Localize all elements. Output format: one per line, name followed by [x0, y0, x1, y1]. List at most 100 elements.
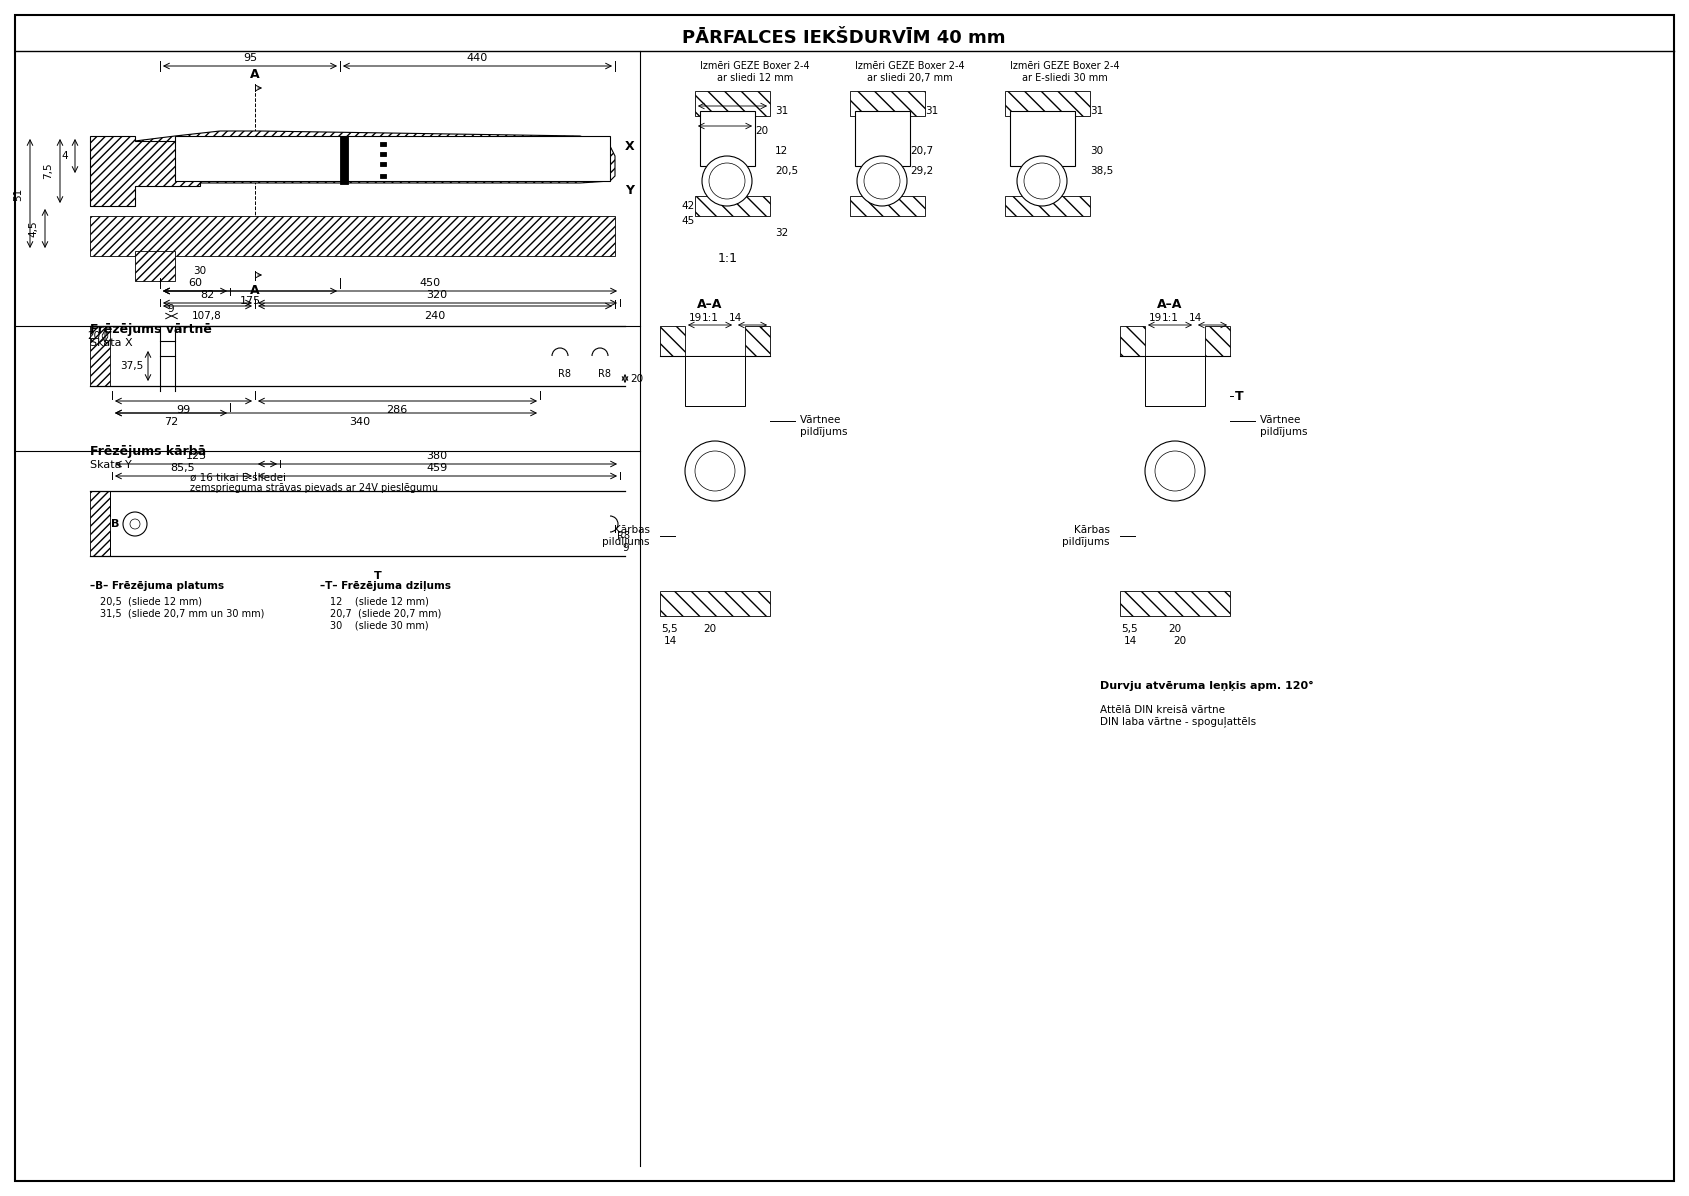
- Bar: [380, 142, 387, 146]
- Text: 30: 30: [1089, 146, 1103, 155]
- Text: 99: 99: [176, 405, 191, 415]
- Text: ar sliedi 12 mm: ar sliedi 12 mm: [716, 73, 794, 83]
- Bar: [380, 173, 387, 178]
- Text: 20: 20: [630, 374, 644, 384]
- Text: 4,5: 4,5: [29, 221, 37, 237]
- Circle shape: [686, 441, 745, 501]
- Text: 9: 9: [622, 543, 628, 553]
- Bar: [1005, 91, 1089, 116]
- Text: Vārtnee
pildījums: Vārtnee pildījums: [801, 415, 848, 437]
- Text: 459: 459: [426, 463, 448, 472]
- Polygon shape: [135, 132, 615, 183]
- Circle shape: [1024, 163, 1061, 199]
- Text: 5,5: 5,5: [1121, 624, 1138, 634]
- Circle shape: [1017, 155, 1067, 206]
- Text: B: B: [111, 519, 120, 529]
- Text: 380: 380: [426, 451, 448, 460]
- Text: T: T: [375, 570, 382, 581]
- Text: Kārbas
pildījums: Kārbas pildījums: [1062, 525, 1110, 547]
- Text: Izmēri GEZE Boxer 2-4: Izmēri GEZE Boxer 2-4: [855, 61, 964, 71]
- Polygon shape: [90, 136, 199, 206]
- Circle shape: [694, 451, 735, 492]
- Circle shape: [703, 155, 752, 206]
- Text: 32: 32: [775, 228, 789, 238]
- Text: 31: 31: [775, 106, 789, 116]
- Text: 5,5: 5,5: [662, 624, 679, 634]
- Text: 51: 51: [14, 188, 24, 201]
- Text: 42: 42: [682, 201, 694, 210]
- Text: 60: 60: [187, 277, 203, 288]
- Text: Durvju atvēruma leņķis apm. 120°: Durvju atvēruma leņķis apm. 120°: [1100, 681, 1314, 691]
- Text: 14: 14: [1123, 636, 1137, 646]
- Text: 107,8: 107,8: [193, 311, 221, 321]
- Text: 12: 12: [775, 146, 789, 155]
- Text: ar sliedi 20,7 mm: ar sliedi 20,7 mm: [866, 73, 953, 83]
- Bar: [1204, 327, 1230, 356]
- Text: 9: 9: [167, 304, 174, 315]
- Text: Frēzējums kārbā: Frēzējums kārbā: [90, 445, 206, 458]
- Circle shape: [1155, 451, 1196, 492]
- Text: A–A: A–A: [1157, 298, 1182, 311]
- Text: Izmēri GEZE Boxer 2-4: Izmēri GEZE Boxer 2-4: [701, 61, 809, 71]
- Text: 340: 340: [350, 417, 370, 427]
- Text: 286: 286: [387, 405, 407, 415]
- Bar: [699, 111, 755, 166]
- Text: R8: R8: [616, 531, 630, 541]
- Bar: [176, 136, 610, 181]
- Text: A: A: [250, 68, 260, 81]
- Circle shape: [1145, 441, 1204, 501]
- Text: 20,7  (sliede 20,7 mm): 20,7 (sliede 20,7 mm): [329, 608, 441, 618]
- Text: –B– Frēzējuma platums: –B– Frēzējuma platums: [90, 581, 225, 591]
- Text: 29,2: 29,2: [910, 166, 934, 176]
- Text: 20: 20: [755, 126, 768, 136]
- Text: R8: R8: [559, 370, 571, 379]
- Text: 82: 82: [199, 289, 215, 300]
- Text: 20,7: 20,7: [910, 146, 932, 155]
- Bar: [1120, 591, 1230, 616]
- Bar: [90, 492, 110, 556]
- Text: 30: 30: [194, 266, 206, 276]
- Text: 320: 320: [426, 289, 448, 300]
- Bar: [694, 91, 770, 116]
- Text: X: X: [625, 140, 635, 153]
- Circle shape: [709, 163, 745, 199]
- Circle shape: [123, 512, 147, 536]
- Text: 175: 175: [240, 295, 260, 306]
- Bar: [694, 196, 770, 216]
- Bar: [1005, 196, 1089, 216]
- Text: PĀRFALCES IEKŠDURVĪM 40 mm: PĀRFALCES IEKŠDURVĪM 40 mm: [682, 29, 1005, 47]
- Bar: [380, 161, 387, 166]
- Text: ø 16 tikai E-sliedei: ø 16 tikai E-sliedei: [189, 472, 285, 483]
- Bar: [1120, 327, 1145, 356]
- Bar: [380, 152, 387, 155]
- Text: 30    (sliede 30 mm): 30 (sliede 30 mm): [329, 620, 429, 630]
- Text: 95: 95: [243, 53, 257, 63]
- Bar: [850, 91, 926, 116]
- Text: Attēlā DIN kreisā vārtne
DIN laba vārtne - spoguļattēls: Attēlā DIN kreisā vārtne DIN laba vārtne…: [1100, 704, 1257, 727]
- Text: 72: 72: [164, 417, 177, 427]
- Text: 440: 440: [466, 53, 488, 63]
- Text: 1:1: 1:1: [701, 313, 718, 323]
- Bar: [339, 136, 348, 184]
- Text: A–A: A–A: [698, 298, 723, 311]
- Text: Skata X: Skata X: [90, 338, 133, 348]
- Bar: [1010, 111, 1074, 166]
- Bar: [1145, 356, 1204, 405]
- Bar: [850, 196, 926, 216]
- Circle shape: [130, 519, 140, 529]
- Circle shape: [856, 155, 907, 206]
- Text: 85,5: 85,5: [171, 463, 196, 472]
- Text: 125: 125: [186, 451, 206, 460]
- Bar: [90, 327, 110, 386]
- Circle shape: [865, 163, 900, 199]
- Text: 19: 19: [689, 313, 701, 323]
- Text: 31: 31: [1089, 106, 1103, 116]
- Text: 14: 14: [728, 313, 741, 323]
- Bar: [855, 111, 910, 166]
- Text: Y: Y: [625, 184, 633, 197]
- Bar: [745, 327, 770, 356]
- Text: 31: 31: [926, 106, 939, 116]
- Text: 20,5  (sliede 12 mm): 20,5 (sliede 12 mm): [100, 596, 203, 606]
- Text: zemsprieguma strāvas pievads ar 24V pieslēgumu: zemsprieguma strāvas pievads ar 24V pies…: [189, 483, 437, 493]
- Text: 7,5: 7,5: [42, 163, 52, 179]
